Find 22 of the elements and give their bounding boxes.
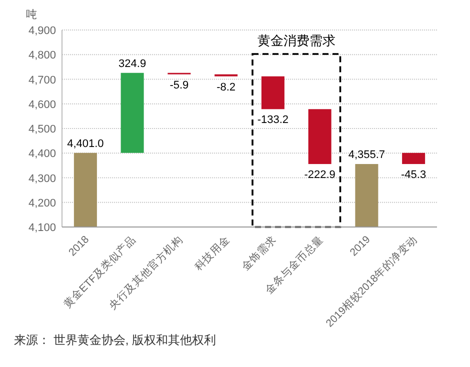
y-tick-label: 4,100 xyxy=(28,222,56,234)
y-axis-title: 吨 xyxy=(26,8,37,21)
y-tick-label: 4,500 xyxy=(28,124,56,136)
data-label: -133.2 xyxy=(257,114,289,126)
data-label: -5.9 xyxy=(170,79,189,92)
annotation: 黄金消费需求 xyxy=(257,33,336,48)
y-tick-label: 4,300 xyxy=(28,172,56,185)
y-tick-label: 4,400 xyxy=(28,148,56,160)
y-tick-label: 4,600 xyxy=(28,98,56,111)
data-label: 4,355.7 xyxy=(348,149,386,162)
y-tick-label: 4,700 xyxy=(28,74,56,86)
x-tick-label: 科技用金 xyxy=(192,234,232,274)
source-note: 来源： 世界黄金协会, 版权和其他权利 xyxy=(14,333,216,347)
data-label: -8.2 xyxy=(216,81,236,94)
x-tick-label: 金饰需求 xyxy=(238,232,280,274)
data-label: 4,401.0 xyxy=(67,138,104,150)
data-label: 324.9 xyxy=(118,58,146,70)
y-tick-label: 4,900 xyxy=(28,25,56,37)
data-label: -222.9 xyxy=(304,169,336,182)
data-label: -45.3 xyxy=(401,169,426,182)
y-tick-label: 4,200 xyxy=(28,197,56,210)
y-tick-label: 4,800 xyxy=(28,50,56,62)
